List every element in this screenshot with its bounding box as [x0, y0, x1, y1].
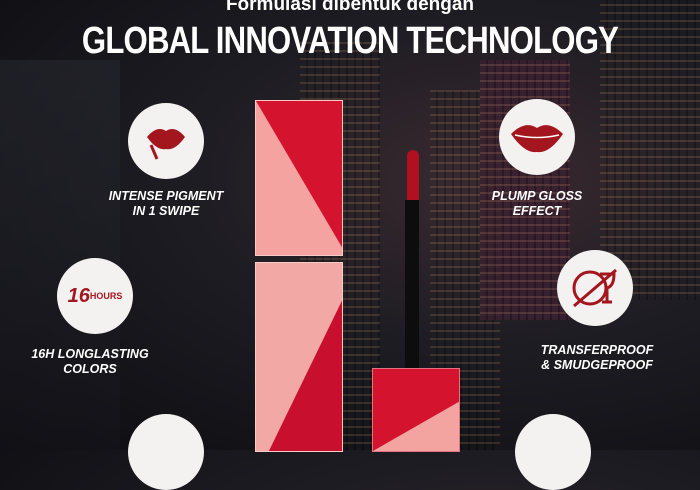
16-hours-icon: 16 HOURS [57, 258, 133, 334]
feature-line: & SMUDGEPROOF [541, 358, 653, 372]
icon-unit: HOURS [89, 291, 123, 301]
feature-line: PLUMP GLOSS [491, 189, 583, 203]
feature-icon-partial [128, 414, 204, 490]
lip-tube [372, 368, 460, 452]
subtitle: Formulasi dibentuk dengan [225, 0, 475, 15]
page-title: GLOBAL INNOVATION TECHNOLOGY [81, 20, 619, 62]
lips-applicator-icon [128, 103, 204, 179]
icon-number: 16 [67, 284, 90, 307]
glass-plate-icon [557, 250, 633, 326]
feature-line: IN 1 SWIPE [132, 204, 200, 218]
feature-plump-gloss: PLUMP GLOSS EFFECT [437, 189, 637, 219]
feature-line: 16H LONGLASTING [31, 347, 149, 361]
feature-line: INTENSE PIGMENT [108, 189, 224, 203]
feature-line: COLORS [63, 362, 117, 376]
feature-longlasting: 16H LONGLASTING COLORS [0, 347, 190, 377]
feature-line: EFFECT [512, 204, 562, 218]
feature-intense-pigment: INTENSE PIGMENT IN 1 SWIPE [66, 189, 266, 219]
feature-transferproof: TRANSFERPROOF & SMUDGEPROOF [497, 343, 697, 373]
lips-icon [499, 99, 575, 175]
feature-line: TRANSFERPROOF [540, 343, 654, 357]
feature-icon-partial [515, 414, 591, 490]
